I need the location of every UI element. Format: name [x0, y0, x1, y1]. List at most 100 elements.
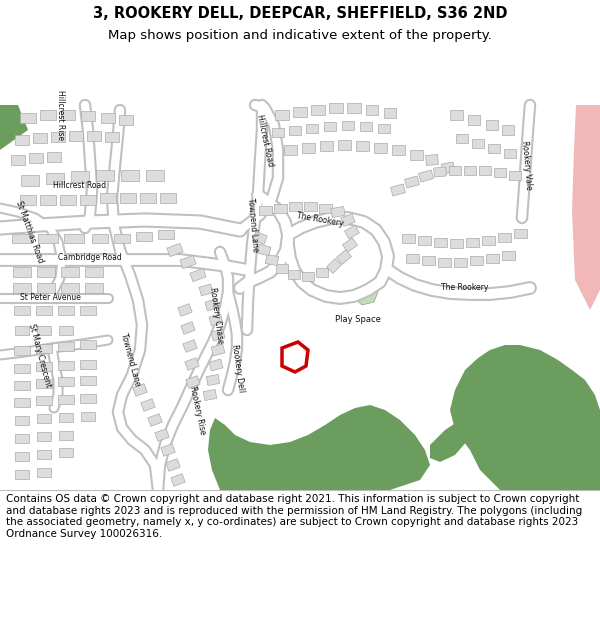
Bar — [80, 376, 96, 384]
Bar — [85, 267, 103, 277]
Bar — [36, 306, 52, 314]
Bar — [47, 152, 61, 162]
Bar — [58, 306, 74, 314]
Bar — [38, 234, 58, 242]
Text: Cambridge Road: Cambridge Road — [58, 254, 122, 262]
Bar — [51, 132, 65, 142]
Text: Townend Lane: Townend Lane — [119, 332, 142, 388]
Bar — [14, 381, 30, 389]
Bar — [81, 411, 95, 421]
Bar — [148, 414, 162, 426]
Bar — [211, 329, 225, 341]
Bar — [337, 140, 350, 150]
Bar — [343, 238, 358, 252]
Bar — [425, 154, 439, 166]
Bar — [37, 326, 51, 334]
Bar — [470, 256, 482, 264]
Bar — [373, 143, 386, 153]
Bar — [259, 206, 271, 214]
Bar — [80, 306, 96, 314]
Bar — [136, 231, 152, 241]
Bar — [15, 434, 29, 442]
Bar — [265, 254, 278, 266]
Polygon shape — [450, 310, 600, 490]
Bar — [80, 359, 96, 369]
Bar — [434, 167, 446, 177]
Bar — [100, 193, 116, 203]
Bar — [464, 166, 476, 174]
Text: Rookery Vale: Rookery Vale — [520, 140, 533, 190]
Bar — [502, 125, 514, 135]
Bar — [96, 169, 114, 181]
Bar — [366, 105, 378, 115]
Bar — [81, 111, 95, 121]
Bar — [274, 204, 287, 212]
Bar — [13, 267, 31, 277]
Bar — [15, 416, 29, 424]
Text: The Rookery: The Rookery — [442, 284, 488, 292]
Bar — [33, 133, 47, 143]
Bar — [326, 259, 341, 273]
Bar — [37, 468, 51, 476]
Bar — [482, 236, 494, 244]
Bar — [514, 229, 527, 238]
Bar — [183, 340, 197, 352]
Bar — [329, 103, 343, 113]
Bar — [409, 150, 422, 160]
Polygon shape — [208, 405, 430, 490]
Bar — [59, 326, 73, 334]
Bar — [293, 107, 307, 117]
Bar — [441, 162, 455, 174]
Text: Map shows position and indicative extent of the property.: Map shows position and indicative extent… — [108, 29, 492, 42]
Bar — [347, 103, 361, 113]
Bar — [272, 127, 284, 136]
Bar — [199, 284, 213, 296]
Bar — [211, 344, 225, 356]
Bar — [36, 361, 52, 371]
Bar — [14, 306, 30, 314]
Bar — [36, 344, 52, 352]
Polygon shape — [572, 105, 600, 310]
Bar — [59, 431, 73, 439]
Bar — [58, 394, 74, 404]
Bar — [121, 169, 139, 181]
Bar — [80, 195, 96, 205]
Text: Play Space: Play Space — [335, 316, 381, 324]
Bar — [485, 254, 499, 262]
Bar — [344, 225, 359, 239]
Bar — [14, 398, 30, 406]
Bar — [178, 304, 192, 316]
Text: Rookery Rise: Rookery Rise — [188, 385, 208, 435]
Bar — [404, 176, 419, 188]
Bar — [456, 134, 468, 142]
Bar — [14, 346, 30, 354]
Bar — [311, 105, 325, 115]
Polygon shape — [430, 415, 475, 462]
Bar — [64, 234, 84, 242]
Bar — [119, 115, 133, 125]
Bar — [342, 121, 354, 129]
Bar — [302, 143, 314, 153]
Text: Hillcrest Rise: Hillcrest Rise — [55, 90, 65, 140]
Bar — [418, 236, 431, 244]
Polygon shape — [354, 285, 378, 305]
Bar — [302, 271, 314, 281]
Bar — [92, 234, 108, 242]
Bar — [61, 283, 79, 293]
Text: Rookery Dell: Rookery Dell — [230, 344, 246, 392]
Bar — [20, 113, 36, 123]
Bar — [378, 124, 390, 132]
Bar — [37, 449, 51, 459]
Bar — [37, 431, 51, 441]
Bar — [257, 244, 271, 256]
Bar — [466, 238, 479, 246]
Bar — [40, 195, 56, 205]
Bar — [166, 459, 180, 471]
Text: 3, ROOKERY DELL, DEEPCAR, SHEFFIELD, S36 2ND: 3, ROOKERY DELL, DEEPCAR, SHEFFIELD, S36… — [93, 6, 507, 21]
Bar — [306, 124, 318, 132]
Bar — [186, 376, 200, 388]
Bar — [205, 299, 219, 311]
Bar — [509, 171, 521, 179]
Text: Townend Lane: Townend Lane — [246, 198, 260, 252]
Bar — [69, 131, 83, 141]
